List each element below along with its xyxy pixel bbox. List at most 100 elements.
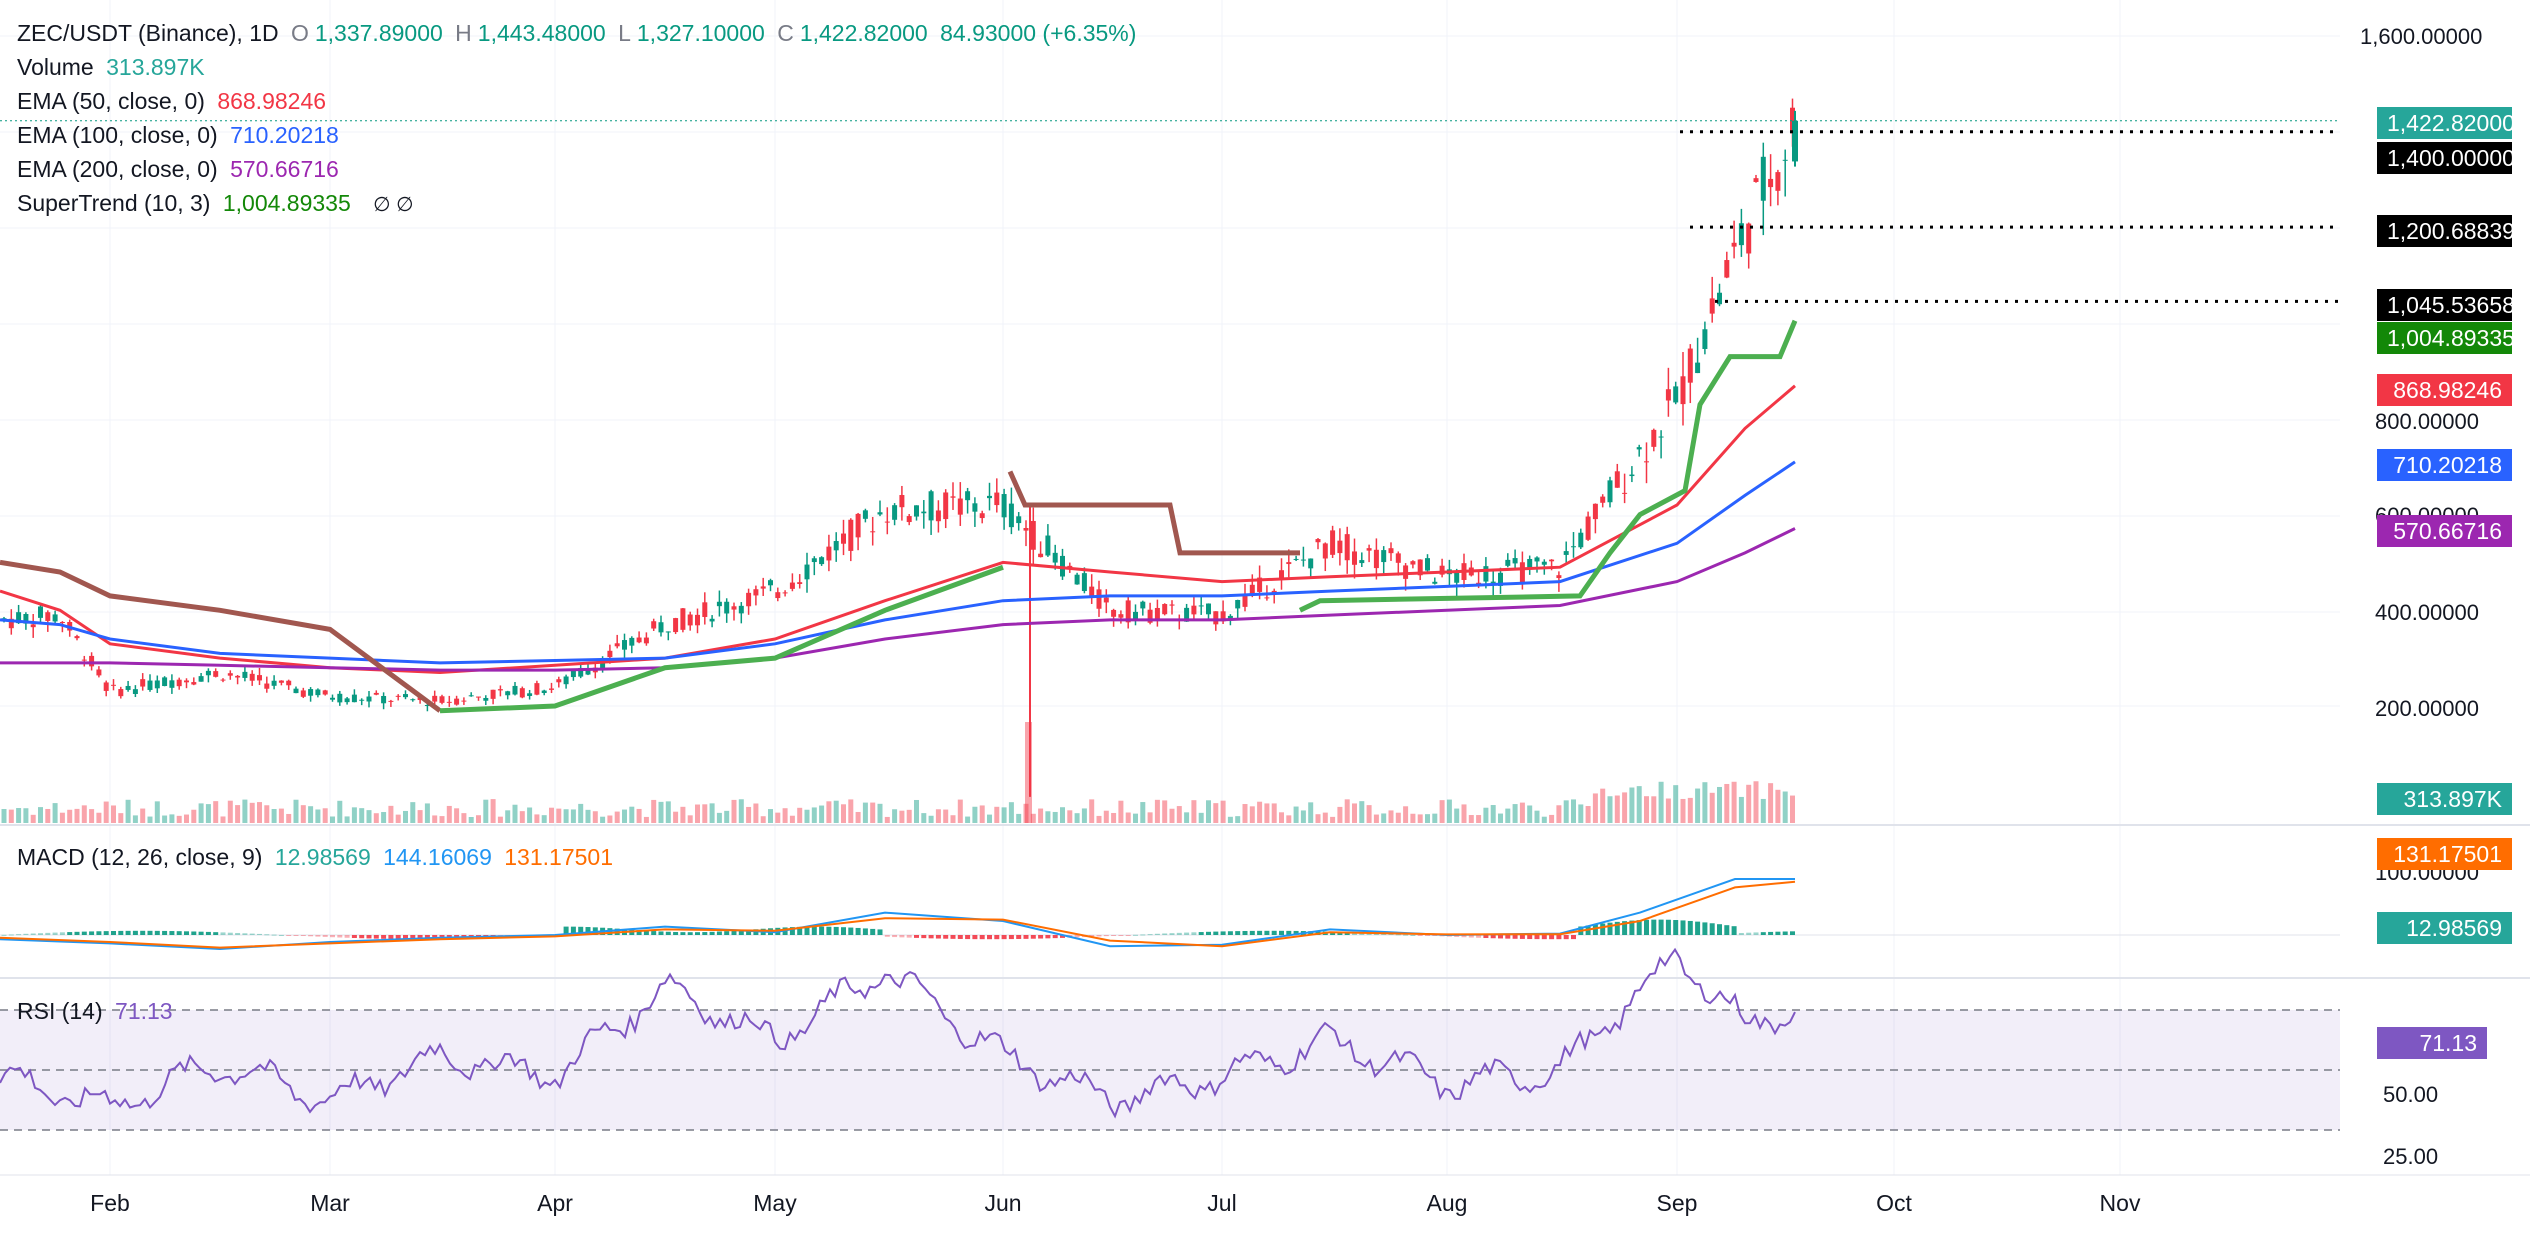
volume-bar <box>1264 803 1270 823</box>
macd-legend[interactable]: MACD (12, 26, close, 9) 12.98569 144.160… <box>17 840 619 874</box>
volume-bar <box>1403 806 1409 823</box>
rsi-legend[interactable]: RSI (14) 71.13 <box>17 994 179 1028</box>
macd-hist-bar <box>424 935 430 940</box>
volume-bar <box>125 799 131 823</box>
macd-hist-bar <box>1629 920 1635 935</box>
macd-hist-bar <box>1782 931 1788 935</box>
macd-hist-bar <box>410 935 416 940</box>
volume-bar <box>724 810 730 823</box>
macd-hist-bar <box>417 935 423 940</box>
macd-hist-bar <box>1344 932 1350 935</box>
candle-body <box>1381 550 1387 563</box>
macd-hist-bar <box>1724 925 1730 935</box>
candle-body <box>833 541 839 551</box>
candle-body <box>855 513 861 538</box>
volume-bar <box>381 812 387 823</box>
ema50-value: 868.98246 <box>217 88 327 114</box>
last-price-label: 1,422.82000 <box>2377 107 2515 139</box>
volume-bar <box>1373 814 1379 823</box>
volume-bar <box>870 802 876 823</box>
volume-bar <box>505 810 511 823</box>
macd-hist-bar <box>1527 935 1533 940</box>
volume-bar <box>695 804 700 823</box>
macd-hist-bar <box>1191 932 1197 935</box>
volume-bar <box>439 816 445 823</box>
candle-body <box>1731 242 1737 247</box>
macd-hist-bar <box>176 931 182 935</box>
rsi-value-label: 71.13 <box>2377 1027 2487 1059</box>
macd-hist-bar <box>366 935 372 939</box>
volume-legend[interactable]: Volume 313.897K <box>17 50 211 84</box>
supertrend-legend[interactable]: SuperTrend (10, 3) 1,004.89335 ∅ ∅ <box>17 186 420 222</box>
volume-bar <box>454 808 460 823</box>
candle-body <box>1249 584 1255 595</box>
volume-bar <box>1644 796 1649 823</box>
macd-hist-bar <box>1790 931 1795 935</box>
volume-bar <box>979 805 985 823</box>
candle-body <box>330 697 335 700</box>
ema200-legend[interactable]: EMA (200, close, 0) 570.66716 <box>17 152 345 186</box>
candle-body <box>505 691 511 696</box>
symbol-legend: ZEC/USDT (Binance), 1D O 1,337.89000 H 1,4… <box>17 16 1142 50</box>
volume-bar <box>446 805 452 823</box>
ema200-line <box>0 527 1796 672</box>
volume-bar <box>1016 813 1022 823</box>
price-tick-200: 200.00000 <box>2375 696 2479 721</box>
candle-body <box>169 680 175 688</box>
candle-body <box>205 670 211 676</box>
macd-hist-bar <box>1614 921 1620 935</box>
macd-hist-bar <box>111 930 116 935</box>
ema50-price-label: 868.98246 <box>2377 374 2512 406</box>
macd-hist-bar <box>103 931 109 935</box>
high-key: H <box>455 20 472 46</box>
volume-bar <box>1286 815 1292 823</box>
candle-body <box>497 689 503 691</box>
candle-body <box>1680 376 1686 405</box>
macd-hist-bar <box>1125 935 1131 936</box>
volume-bar <box>176 815 182 823</box>
volume-bar <box>154 801 160 823</box>
symbol-title[interactable]: ZEC/USDT (Binance), 1D <box>17 20 279 46</box>
volume-bar <box>673 811 679 823</box>
macd-hist-bar <box>716 931 722 935</box>
volume-bar <box>103 801 109 823</box>
macd-hist-bar <box>987 935 992 940</box>
ema100-label: EMA (100, close, 0) <box>17 122 218 148</box>
volume-bar <box>1067 810 1073 823</box>
candle-body <box>337 693 343 703</box>
macd-hist-bar <box>1410 934 1416 936</box>
macd-hist-bar <box>59 932 65 935</box>
x-label-sep: Sep <box>1656 1190 1698 1216</box>
price-tick-400: 400.00000 <box>2375 600 2479 625</box>
volume-bar <box>1541 816 1547 823</box>
volume-bar <box>658 801 664 823</box>
candle-body <box>972 503 978 512</box>
candle-body <box>96 669 102 676</box>
ema50-legend[interactable]: EMA (50, close, 0) 868.98246 <box>17 84 332 118</box>
close-key: C <box>777 20 794 46</box>
candle-body <box>906 516 912 523</box>
volume-bar <box>1512 804 1518 823</box>
candle-body <box>1257 577 1263 592</box>
candle-body <box>1242 595 1248 607</box>
candle-body <box>1549 559 1555 562</box>
volume-bar <box>1425 814 1430 823</box>
ema100-legend[interactable]: EMA (100, close, 0) 710.20218 <box>17 118 345 152</box>
macd-hist-bar <box>979 935 985 940</box>
macd-hist-bar <box>1541 935 1547 940</box>
macd-hist-bar <box>257 933 262 935</box>
macd-hist-bar <box>1395 934 1401 936</box>
candle-body <box>1147 609 1153 623</box>
volume-bar <box>52 803 58 823</box>
macd-hist-bar <box>746 929 752 935</box>
macd-hist-bar <box>1454 935 1460 937</box>
candle-body <box>1439 565 1445 575</box>
candle-body <box>1030 520 1036 550</box>
candle-body <box>1023 528 1029 531</box>
macd-signal-value: 131.17501 <box>504 844 613 870</box>
volume-bar <box>1388 810 1394 823</box>
volume-bar <box>731 799 737 823</box>
candle-body <box>1169 604 1175 606</box>
candle-body <box>1344 534 1350 561</box>
